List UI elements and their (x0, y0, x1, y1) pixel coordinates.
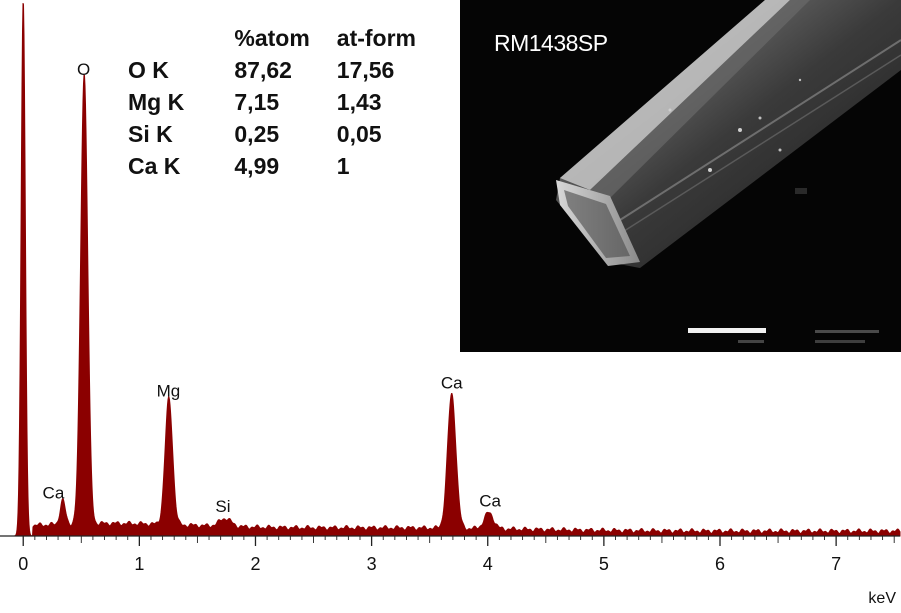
peak-label: Ca (43, 483, 65, 502)
element-name: Ca K (128, 153, 181, 179)
x-tick-label: 3 (367, 554, 377, 574)
crystal-edge-highlight (560, 0, 790, 190)
x-tick-label: 2 (250, 554, 260, 574)
crystal-body (556, 0, 901, 268)
peak-labels: O Ca Mg Si Ca Ca (43, 60, 502, 516)
peak-label: Ca (441, 374, 463, 393)
atomic-formula-value: 17,56 (336, 57, 395, 83)
atom-percent-value: 4,99 (234, 153, 280, 179)
x-tick-label: 4 (483, 554, 493, 574)
header-atom-percent: %atom (234, 25, 310, 51)
sem-micrograph-inset: RM1438SP (460, 0, 901, 352)
peak-label: Ca (479, 492, 501, 511)
element-name: Mg K (128, 89, 185, 115)
x-tick-label: 6 (715, 554, 725, 574)
peak-label: Si (215, 497, 230, 516)
composition-table-header: %atom at-form (128, 22, 447, 54)
composition-table: %atom at-form O K 87,62 17,56 Mg K 7,15 … (128, 22, 447, 182)
scale-bar (688, 328, 766, 333)
table-row: Si K 0,25 0,05 (128, 118, 447, 150)
atom-percent-value: 7,15 (234, 89, 280, 115)
sample-label: RM1438SP (494, 30, 608, 56)
table-row: O K 87,62 17,56 (128, 54, 447, 86)
x-axis-label: keV (868, 590, 896, 607)
element-name: Si K (128, 121, 173, 147)
spectrum-series (0, 2, 901, 537)
peak-label: O (77, 60, 90, 79)
atomic-formula-value: 1,43 (336, 89, 382, 115)
x-axis: 0 1 2 3 4 5 6 7 keV (0, 535, 900, 607)
atomic-formula-value: 0,05 (336, 121, 382, 147)
spectrum-layer (0, 2, 901, 537)
element-name: O K (128, 57, 169, 83)
x-tick-label: 7 (831, 554, 841, 574)
x-tick-label: 1 (134, 554, 144, 574)
atom-percent-value: 87,62 (234, 57, 292, 83)
atomic-formula-value: 1 (336, 153, 350, 179)
atom-percent-value: 0,25 (234, 121, 280, 147)
table-row: Ca K 4,99 1 (128, 150, 447, 182)
table-row: Mg K 7,15 1,43 (128, 86, 447, 118)
sem-crystal-image (460, 0, 901, 352)
peak-label: Mg (157, 382, 181, 401)
header-atomic-formula: at-form (336, 25, 417, 51)
x-tick-label: 0 (18, 554, 28, 574)
x-tick-label: 5 (599, 554, 609, 574)
